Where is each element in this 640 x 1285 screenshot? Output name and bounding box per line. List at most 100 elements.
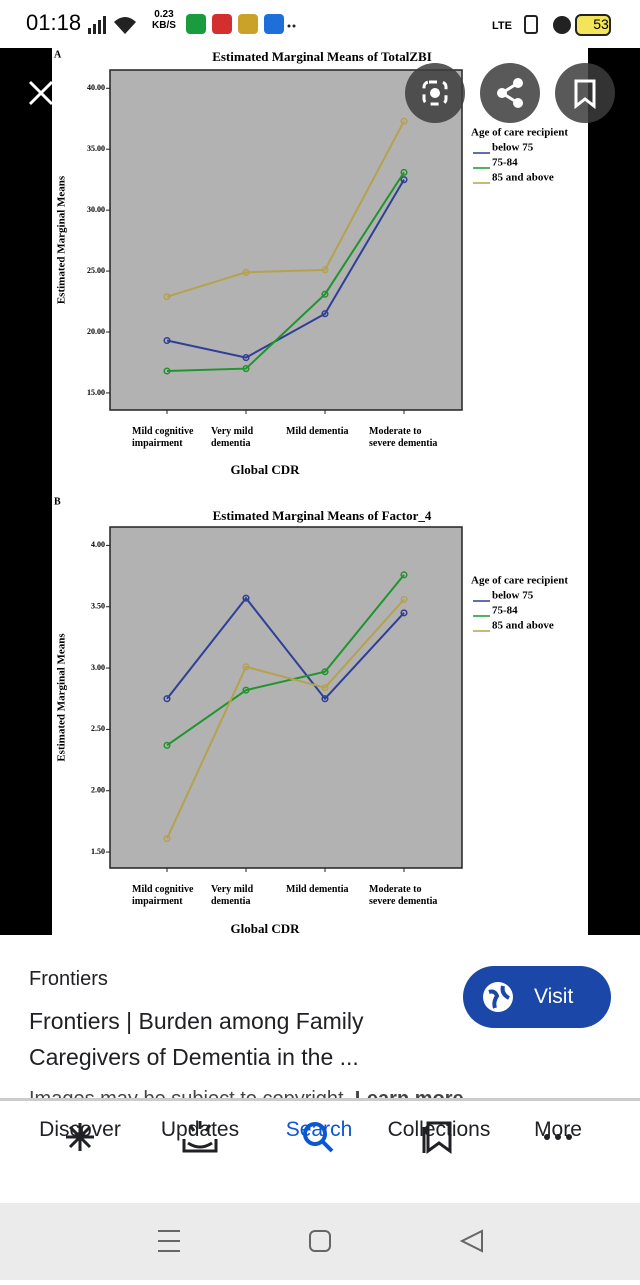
- point: [242, 594, 250, 602]
- point: [400, 117, 408, 125]
- x-tick-label-box: Mild dementia: [286, 426, 349, 437]
- nav-item[interactable]: Collections: [387, 1118, 491, 1141]
- series-line: [166, 179, 405, 359]
- point: [321, 266, 329, 274]
- plot-area: [109, 69, 463, 411]
- legend-title: Age of care recipient: [471, 575, 568, 587]
- series-line: [166, 598, 405, 839]
- point: [242, 686, 250, 694]
- x-axis-label: Global CDR: [231, 921, 301, 935]
- status-bar: 01:18 0.23 KB/S LTE 53: [0, 0, 640, 48]
- point: [163, 741, 171, 749]
- x-tick-label-box: Mild cognitive impairment: [132, 426, 194, 449]
- legend-label: 75-84: [492, 157, 518, 169]
- battery: 53: [593, 16, 609, 32]
- series-line: [166, 120, 405, 298]
- x-tick-label-box: Moderate to severe dementia: [369, 884, 438, 907]
- svg-text:LTE: LTE: [492, 20, 512, 32]
- chart-title: Estimated Marginal Means of TotalZBI: [212, 49, 432, 64]
- point: [321, 668, 329, 676]
- speed-value: 0.23: [154, 9, 174, 20]
- x-tick-label: Mild cognitive impairment: [132, 884, 194, 907]
- status-icons: LTE: [492, 14, 611, 36]
- x-tick-label: Moderate to severe dementia: [369, 884, 438, 907]
- y-axis-label: Estimated Marginal Means: [56, 175, 68, 304]
- legend-title: Age of care recipient: [471, 127, 568, 139]
- x-tick-label: Mild dementia: [286, 884, 349, 895]
- x-tick-label-box: Mild dementia: [286, 884, 349, 895]
- y-tick-label: 15.00: [87, 388, 105, 397]
- copyright: Images may be subject to copyright. Lear…: [29, 1088, 464, 1100]
- x-tick-label: Mild cognitive impairment: [132, 426, 194, 449]
- chart-title: Estimated Marginal Means of Factor_4: [213, 508, 432, 523]
- point: [400, 571, 408, 579]
- divider: [0, 1098, 640, 1101]
- x-tick-label: Very mild dementia: [211, 884, 254, 907]
- share-button[interactable]: [480, 63, 540, 123]
- point: [242, 268, 250, 276]
- legend-label: below 75: [492, 590, 534, 602]
- point: [163, 835, 171, 843]
- app-icons: [186, 14, 296, 34]
- signal-wifi: [88, 16, 136, 34]
- speed: 0.23 KB/S: [152, 9, 176, 31]
- point: [321, 684, 329, 692]
- copyright-text: Images may be subject to copyright.: [29, 1088, 350, 1100]
- x-tick-label: Moderate to severe dementia: [369, 426, 438, 449]
- point: [242, 365, 250, 373]
- x-tick-label-box: Moderate to severe dementia: [369, 426, 438, 449]
- panel-label: A: [54, 49, 62, 60]
- legend-label: 75-84: [492, 605, 518, 617]
- point: [242, 663, 250, 671]
- point: [400, 595, 408, 603]
- visit-label: Visit: [534, 985, 574, 1008]
- learn-more[interactable]: Learn more: [354, 1088, 464, 1100]
- legend-label: 85 and above: [492, 172, 554, 184]
- y-tick-label: 25.00: [87, 266, 105, 275]
- y-axis-label: Estimated Marginal Means: [56, 633, 68, 762]
- point: [321, 695, 329, 703]
- x-axis-label: Global CDR: [231, 462, 301, 477]
- point: [242, 354, 250, 362]
- source: Frontiers: [29, 968, 108, 990]
- y-tick-label: 35.00: [87, 144, 105, 153]
- x-tick-label: Mild dementia: [286, 426, 349, 437]
- point: [321, 290, 329, 298]
- point: [163, 336, 171, 345]
- system-nav: [0, 1203, 640, 1280]
- y-tick-label: 4.00: [91, 540, 105, 549]
- y-tick-label: 3.00: [91, 663, 105, 672]
- bottom-nav: [0, 1101, 640, 1203]
- image-viewer: A Estimated Marginal Means of TotalZBI Est…: [0, 48, 640, 935]
- time: 01:18: [26, 10, 82, 35]
- nav-item[interactable]: Updates: [160, 1118, 240, 1141]
- point: [321, 310, 329, 318]
- visit-button[interactable]: Visit: [463, 966, 611, 1028]
- point: [400, 609, 408, 617]
- lens-button[interactable]: [405, 63, 465, 123]
- panel-label: B: [54, 496, 61, 507]
- x-tick-label: Very mild dementia: [211, 426, 254, 449]
- x-tick-label-box: Mild cognitive impairment: [132, 884, 194, 907]
- legend-label: 85 and above: [492, 620, 554, 632]
- nav-item[interactable]: Search: [285, 1118, 353, 1141]
- y-tick-label: 2.50: [91, 724, 105, 733]
- close-button[interactable]: [24, 72, 58, 112]
- series-line: [166, 574, 405, 747]
- nav-icons: [66, 1121, 572, 1154]
- x-tick-label-box: Very mild dementia: [211, 426, 254, 449]
- result-sheet: Frontiers Frontiers | Burden among Famil…: [0, 935, 640, 1100]
- result-title[interactable]: Frontiers | Burden among Family Caregive…: [29, 1008, 364, 1070]
- x-tick-label-box: Very mild dementia: [211, 884, 254, 907]
- point: [163, 367, 171, 375]
- y-tick-label: 1.50: [91, 847, 105, 856]
- speed-unit: KB/S: [152, 20, 176, 31]
- plot-area: [109, 526, 463, 869]
- nav-item[interactable]: More: [534, 1118, 582, 1141]
- series-line: [166, 596, 405, 701]
- y-tick-label: 20.00: [87, 327, 105, 336]
- series-line: [166, 171, 405, 373]
- save-button[interactable]: [555, 63, 615, 123]
- point: [163, 293, 171, 301]
- nav-item[interactable]: Discover: [39, 1118, 121, 1141]
